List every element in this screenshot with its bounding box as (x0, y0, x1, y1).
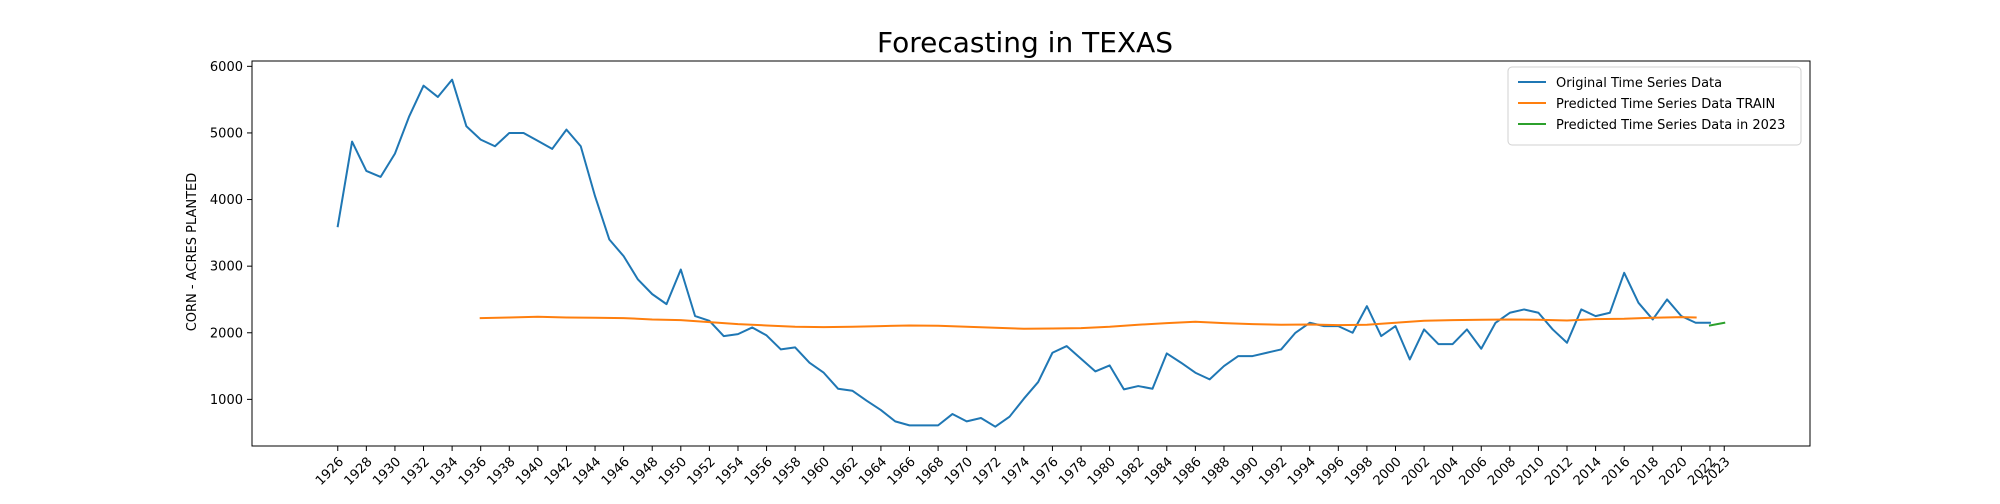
x-tick-label: 1944 (570, 455, 604, 489)
x-tick-label: 1988 (1199, 455, 1233, 489)
x-tick-label: 2004 (1428, 455, 1462, 489)
x-tick-label: 2016 (1599, 455, 1633, 489)
x-tick-label: 1990 (1228, 455, 1262, 489)
series-line-2 (479, 315, 1697, 330)
x-tick-label: 1950 (656, 455, 690, 489)
chart-title: Forecasting in TEXAS (877, 26, 1173, 59)
x-tick-label: 1954 (713, 455, 747, 489)
x-tick-label: 1930 (370, 455, 404, 489)
x-tick-label: 1998 (1342, 455, 1376, 489)
x-tick-label: 1938 (485, 455, 519, 489)
legend: Original Time Series Data Predicted Time … (1507, 66, 1802, 146)
x-tick-label: 1978 (1056, 455, 1090, 489)
x-tick-label: 1936 (456, 455, 490, 489)
y-tick-label: 6000 (210, 60, 243, 75)
x-tick-label: 1952 (685, 455, 719, 489)
x-tick-label: 1996 (1314, 455, 1348, 489)
x-tick-label: 1986 (1171, 455, 1205, 489)
x-tick-label: 1994 (1285, 455, 1319, 489)
x-tick-label: 1970 (942, 455, 976, 489)
x-tick-label: 1974 (999, 455, 1033, 489)
y-tick-label: 2000 (210, 326, 243, 341)
x-tick-label: 2008 (1485, 455, 1519, 489)
x-tick-label: 1976 (1028, 455, 1062, 489)
x-tick-label: 2006 (1457, 455, 1491, 489)
legend-box (1507, 66, 1802, 146)
y-tick-label: 4000 (210, 193, 243, 208)
x-tick-label: 1984 (1142, 455, 1176, 489)
x-tick-label: 1940 (513, 455, 547, 489)
x-tick-label: 2000 (1371, 455, 1405, 489)
x-tick-label: 2014 (1571, 455, 1605, 489)
plot-frame (251, 60, 1811, 447)
x-tick-label: 1934 (427, 455, 461, 489)
x-tick-label: 1960 (799, 455, 833, 489)
x-tick-label: 1972 (971, 455, 1005, 489)
legend-label-3: Predicted Time Series Data in 2023 (1556, 118, 1785, 133)
legend-label-1: Original Time Series Data (1556, 76, 1722, 91)
y-tick-label: 3000 (210, 260, 243, 275)
x-tick-label: 1962 (828, 455, 862, 489)
x-tick-label: 2002 (1399, 455, 1433, 489)
x-tick-label: 2010 (1514, 455, 1548, 489)
x-tick-label: 2012 (1542, 455, 1576, 489)
x-tick-label: 2020 (1657, 455, 1691, 489)
series-line-3 (1708, 321, 1726, 327)
x-tick-label: 1968 (913, 455, 947, 489)
legend-label-2: Predicted Time Series Data TRAIN (1556, 97, 1775, 112)
x-tick-label: 1982 (1113, 455, 1147, 489)
x-tick-label: 1932 (399, 455, 433, 489)
x-tick-label: 1992 (1256, 455, 1290, 489)
y-tick-label: 5000 (210, 126, 243, 141)
x-tick-label: 1964 (856, 455, 890, 489)
x-tick-label: 1980 (1085, 455, 1119, 489)
x-tick-label: 1946 (599, 455, 633, 489)
x-tick-label: 2018 (1628, 455, 1662, 489)
x-tick-label: 1942 (542, 455, 576, 489)
x-tick-label: 1926 (313, 455, 347, 489)
x-tick-label: 1958 (770, 455, 804, 489)
y-tick-label: 1000 (210, 393, 243, 408)
x-tick-label: 1956 (742, 455, 776, 489)
x-tick-label: 1966 (885, 455, 919, 489)
x-tick-label: 1948 (627, 455, 661, 489)
series-line-1 (336, 78, 1711, 428)
x-tick-label: 1928 (342, 455, 376, 489)
y-axis-label: CORN - ACRES PLANTED (185, 173, 200, 332)
